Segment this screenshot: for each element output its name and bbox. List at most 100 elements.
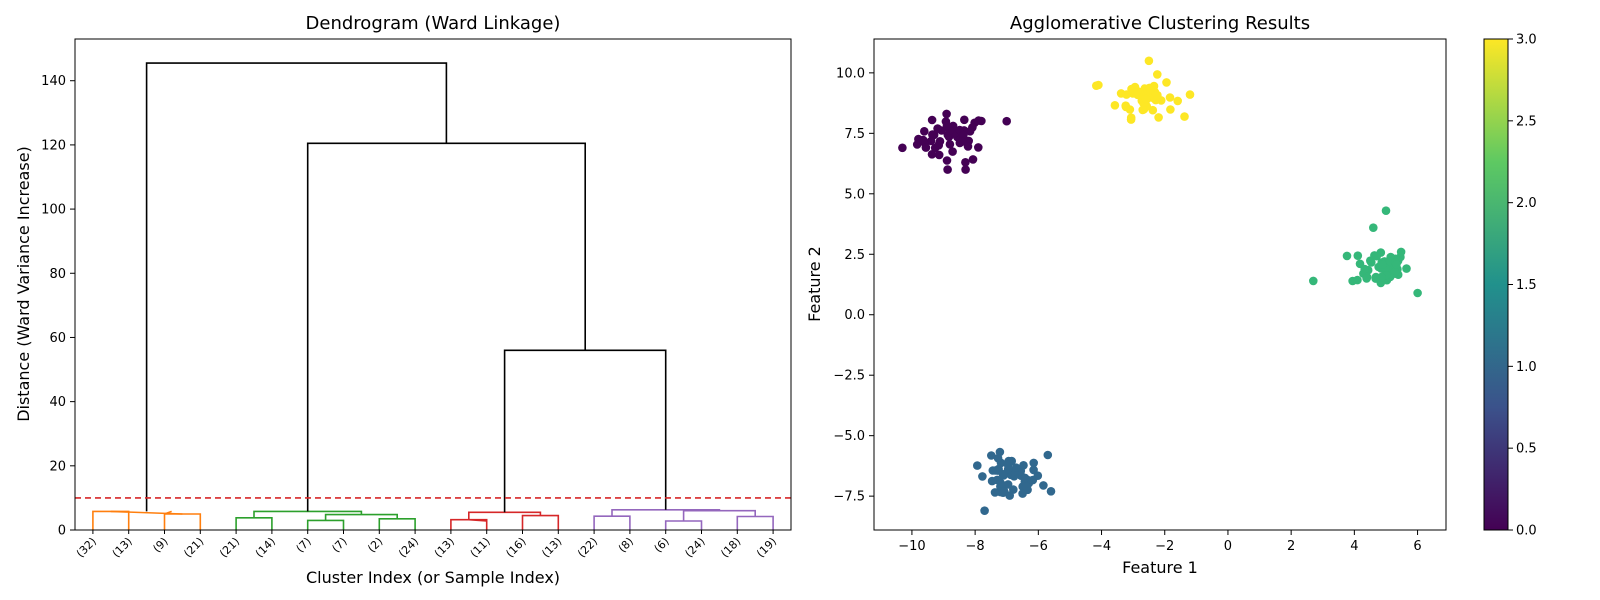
scatter-point [996, 478, 1005, 488]
dendrogram-title: Dendrogram (Ward Linkage) [306, 13, 561, 34]
scatter-point [1378, 260, 1387, 269]
leaf-label: (11) [468, 535, 493, 560]
y-tick-label: 5.0 [844, 187, 865, 202]
scatter-point [898, 143, 907, 153]
dendrogram-leaf-labels: (32) (13) (9) (21) (21) (14) (7) (7) (2) (24) (13)… [74, 530, 779, 560]
scatter-point [942, 121, 952, 130]
scatter-point [1173, 96, 1182, 106]
scatter-point [1144, 56, 1154, 66]
leaf-label: (24) [682, 535, 707, 560]
leaf-label: (21) [181, 535, 206, 560]
scatter-point [928, 130, 937, 139]
leaf-label: (16) [503, 535, 528, 560]
scatter-point [1133, 86, 1142, 96]
scatter-point [1029, 465, 1038, 475]
dendrogram-link [164, 510, 172, 515]
scatter-point [990, 466, 1000, 475]
scatter-point [934, 140, 943, 150]
scatter-point [987, 451, 996, 460]
y-tick-label: 100 [41, 203, 66, 218]
y-tick-label: 120 [41, 138, 66, 153]
y-tick-label: 7.5 [844, 127, 865, 142]
scatter-point [961, 158, 970, 167]
scatter-x-label: Feature 1 [1122, 558, 1198, 577]
scatter-point [945, 140, 955, 149]
leaf-label: (24) [396, 535, 421, 560]
leaf-label: (7) [294, 535, 314, 555]
y-tick-label: 40 [49, 395, 66, 410]
scatter-points [898, 56, 1422, 515]
leaf-label: (13) [539, 535, 564, 560]
x-tick-label: −6 [1029, 539, 1048, 554]
scatter-point [934, 150, 944, 160]
leaf-label: (19) [754, 535, 779, 560]
y-tick-label: 20 [49, 459, 66, 474]
scatter-point [1162, 78, 1171, 87]
scatter-point [1153, 70, 1162, 79]
x-tick-label: 4 [1350, 539, 1358, 554]
scatter-point [957, 137, 967, 146]
scatter-point [1353, 275, 1362, 285]
scatter-point [1138, 105, 1147, 115]
dendrogram-link [468, 518, 487, 522]
scatter-x-ticks: −10 −8 −6 −4 −2 0 2 4 6 [898, 530, 1422, 554]
scatter-point [993, 453, 1003, 463]
x-tick-label: −10 [898, 539, 925, 554]
dendrogram-link [235, 516, 273, 530]
scatter-point [1094, 80, 1103, 90]
y-tick-label: −2.5 [833, 369, 865, 384]
scatter-point [974, 143, 983, 152]
dendrogram-link [163, 513, 202, 530]
scatter-point [978, 472, 987, 481]
scatter-point [1022, 482, 1031, 491]
scatter-point [963, 142, 973, 151]
scatter-point [1342, 251, 1352, 261]
leaf-label: (21) [217, 535, 242, 560]
scatter-point [960, 115, 969, 125]
scatter-point [1110, 101, 1120, 110]
scatter-point [1145, 85, 1155, 94]
scatter-point [1122, 90, 1131, 99]
dendrogram-x-label: Cluster Index (or Sample Index) [306, 568, 560, 587]
dendrogram-y-label: Distance (Ward Variance Increase) [14, 146, 33, 422]
scatter-point [1353, 251, 1363, 260]
scatter-point [998, 469, 1008, 479]
dendrogram-panel: Dendrogram (Ward Linkage) 0 20 40 60 80 100 12… [14, 13, 792, 587]
scatter-point [987, 476, 997, 486]
scatter-point [1043, 450, 1053, 460]
scatter-point [927, 115, 937, 125]
scatter-point [980, 506, 989, 515]
leaf-label: (9) [150, 535, 170, 555]
dendrogram-link [306, 142, 587, 512]
dendrogram-links [92, 62, 774, 530]
scatter-point [948, 147, 957, 156]
leaf-label: (22) [575, 535, 600, 560]
dendrogram-link [593, 515, 631, 530]
x-tick-label: 2 [1287, 539, 1295, 554]
scatter-point [1413, 288, 1422, 298]
y-tick-label: 10.0 [836, 66, 865, 81]
scatter-y-label: Feature 2 [805, 246, 824, 322]
scatter-point [1165, 93, 1175, 102]
scatter-point [1402, 264, 1411, 273]
dendrogram-link [145, 62, 448, 512]
colorbar-tick-label: 2.5 [1516, 114, 1537, 129]
leaf-label: (13) [110, 535, 135, 560]
scatter-point [1166, 105, 1175, 114]
scatter-point [918, 135, 928, 145]
x-tick-label: −8 [966, 539, 985, 554]
scatter-point [933, 124, 942, 133]
leaf-label: (6) [652, 535, 672, 555]
scatter-point [1367, 258, 1376, 267]
dendrogram-link [521, 514, 560, 530]
colorbar: 0.0 0.5 1.0 1.5 2.0 2.5 3.0 [1483, 33, 1537, 539]
scatter-point [1362, 274, 1371, 283]
scatter-point [943, 165, 952, 174]
y-tick-label: 60 [49, 331, 66, 346]
scatter-point [920, 127, 929, 136]
scatter-point [1369, 223, 1378, 232]
dendrogram-frame [74, 38, 792, 531]
colorbar-tick-label: 0.0 [1516, 524, 1537, 539]
scatter-y-ticks: −7.5 −5.0 −2.5 0.0 2.5 5.0 7.5 10.0 [833, 66, 874, 505]
dendrogram-link [378, 517, 416, 530]
